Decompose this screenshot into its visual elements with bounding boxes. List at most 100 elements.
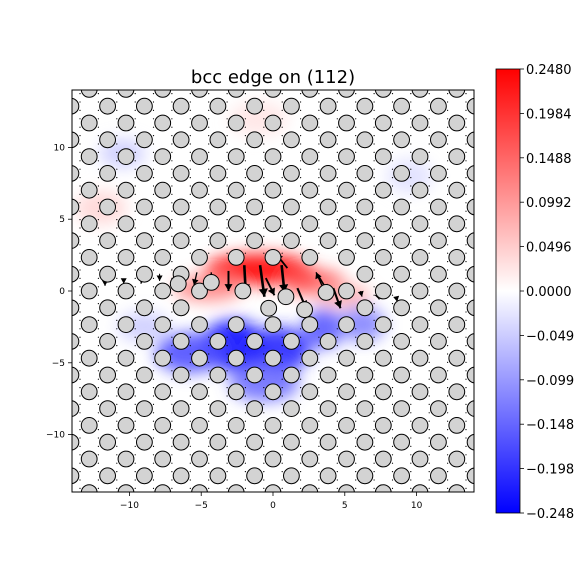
vector-dot [465,269,467,271]
atom [448,417,466,434]
vector-dot [373,219,375,221]
vector-dot [465,244,467,246]
vector-dot [152,454,155,456]
atom [411,215,429,233]
vector-dot [79,261,81,263]
vector-dot [465,395,467,397]
vector-dot [61,236,62,237]
atom [338,181,355,199]
vector-dot [116,412,118,414]
atom [301,383,319,401]
vector-dot [79,303,81,305]
atom [72,265,80,283]
vector-dot [79,420,81,422]
vector-dot [428,235,430,237]
atom [277,288,295,306]
atom [99,232,116,250]
atom [209,333,227,350]
atom [264,484,282,492]
vector-dot [391,227,394,229]
vector-dot [281,420,283,422]
vector-dot [244,395,246,397]
vector-dot [447,143,449,145]
vector-dot [300,412,302,414]
vector-dot [61,395,62,396]
vector-dot [97,286,99,288]
atom [154,282,172,300]
vector-dot [97,353,99,355]
vector-dot [465,85,466,86]
vector-dot [226,437,228,439]
vector-dot [447,101,449,103]
vector-dot [171,193,173,195]
vector-dot [116,429,118,431]
vector-dot [152,277,155,279]
vector-dot [171,311,173,313]
vector-dot [171,135,173,137]
vector-dot [152,101,155,103]
arrow-head [357,290,364,297]
vector-dot [373,269,375,271]
vector-dot [373,319,375,321]
vector-dot [318,168,320,170]
vector-dot [61,404,62,405]
vector-dot [447,126,449,128]
vector-dot [263,235,265,237]
vector-dot [336,219,338,221]
vector-dot [61,278,62,279]
vector-dot [447,311,449,313]
vector-dot [465,219,467,221]
atom [374,90,392,98]
atom [227,215,245,233]
atom [374,114,392,132]
vector-dot [79,429,81,431]
vector-dot [428,462,430,464]
vector-dot [484,152,485,153]
vector-dot [428,403,430,405]
atom [154,114,172,132]
vector-dot [300,151,302,153]
vector-dot [410,118,412,120]
atom [72,131,80,149]
vector-dot [116,403,118,405]
vector-dot [116,185,118,187]
atom [191,450,208,468]
atom [154,450,172,468]
vector-dot [447,471,449,473]
vector-dot [189,487,191,489]
vector-dot [300,361,302,363]
vector-dot [391,420,394,422]
vector-dot [281,168,283,170]
vector-dot [208,403,210,405]
vector-dot [61,379,62,380]
vector-dot [373,294,375,296]
atom [227,349,245,367]
atom [80,249,98,266]
atom [338,249,355,266]
vector-dot [281,328,283,330]
vector-dot [429,85,430,86]
atom [117,90,135,98]
vector-dot [336,345,338,347]
vector-dot [226,168,228,170]
vector-dot [447,319,449,321]
vector-dot [465,261,467,263]
vector-dot [465,118,467,120]
vector-dot [244,109,246,111]
vector-dot [336,227,338,229]
vector-dot [355,109,357,111]
atom [80,282,98,300]
vector-dot [263,118,265,120]
atom [283,400,300,418]
vector-dot [336,429,338,431]
vector-dot [79,437,81,439]
vector-dot [447,479,449,481]
vector-dot [410,227,412,229]
atom [246,400,264,418]
vector-dot [281,361,283,363]
vector-dot [244,429,246,431]
vector-dot [79,244,81,246]
vector-dot [152,387,155,389]
vector-dot [263,437,265,439]
vector-dot [61,85,62,86]
